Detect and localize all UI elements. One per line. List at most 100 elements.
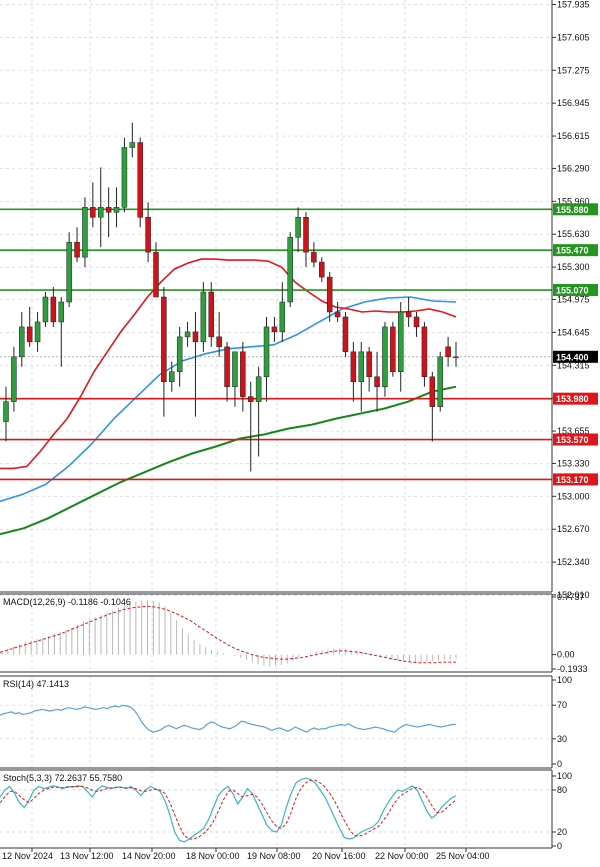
candle-bear xyxy=(303,217,309,253)
stoch-axis: 100 80 20 0 xyxy=(552,771,572,851)
price-tick-label: 152.010 xyxy=(557,590,590,600)
resistance-tag xyxy=(553,244,598,257)
price-tick-label: 155.630 xyxy=(557,229,590,239)
time-label: 19 Nov 08:00 xyxy=(247,851,301,861)
stoch-panel[interactable]: 100 80 20 0 Stoch(5,3,3) 72.2637 55.7580 xyxy=(0,771,572,851)
candle-bear xyxy=(445,346,451,358)
candle-bull xyxy=(358,351,365,382)
macd-tick-label: -0.1933 xyxy=(557,664,588,674)
price-tick-label: 153.655 xyxy=(557,426,590,436)
candle-bear xyxy=(247,396,254,402)
candle-bull xyxy=(279,301,286,333)
candle-bear xyxy=(90,207,96,218)
candle-bear xyxy=(413,316,420,328)
candle-bear xyxy=(153,251,159,298)
price-tick-label: 154.975 xyxy=(557,294,590,304)
candle-bear xyxy=(216,336,222,348)
macd-tick-label: 0.7737 xyxy=(557,592,585,602)
support-tag xyxy=(553,473,598,486)
support-tag-label: 153.980 xyxy=(556,394,589,404)
candle-bull xyxy=(66,241,72,303)
price-tick-label: 155.300 xyxy=(557,262,590,272)
macd-axis: 0.7737 0.00 -0.1933 xyxy=(552,592,588,674)
current-price-tag xyxy=(553,350,598,363)
rsi-tick-label: 30 xyxy=(557,734,567,744)
resistance-tag-label: 155.470 xyxy=(556,246,589,256)
price-panel[interactable]: 157.935 157.605 157.275 156.945 156.615 156.2… xyxy=(0,0,598,848)
candle-bear xyxy=(50,296,57,323)
candle-bull xyxy=(34,321,41,343)
candle-bear xyxy=(137,142,143,218)
candle-bear xyxy=(105,207,112,213)
price-tick-label: 153.000 xyxy=(557,491,590,501)
rsi-series xyxy=(0,704,456,733)
ma-slow-line xyxy=(0,385,457,536)
candle-bear xyxy=(271,326,278,333)
price-tick-label: 156.290 xyxy=(557,163,590,173)
panel-borders xyxy=(0,0,553,849)
candle-bull xyxy=(453,356,459,359)
time-label: 25 Nov 04:00 xyxy=(436,851,490,861)
candle-bull xyxy=(437,356,443,407)
candle-bull xyxy=(42,296,49,323)
price-tick-label: 154.315 xyxy=(557,360,590,370)
price-tick-label: 153.330 xyxy=(557,458,590,468)
macd-panel[interactable]: 0.7737 0.00 -0.1933 MACD(12,26,9) -0.1186 … xyxy=(0,592,588,674)
current-price-label: 154.400 xyxy=(556,352,589,362)
candle-bear xyxy=(240,351,246,397)
candle-bear xyxy=(374,376,380,387)
candle-bull xyxy=(113,207,120,213)
candlesticks xyxy=(3,122,459,472)
candle-bull xyxy=(169,371,175,382)
candle-bear xyxy=(311,251,317,263)
price-tick-label: 156.945 xyxy=(557,98,590,108)
candle-bull xyxy=(200,291,207,343)
support-tag xyxy=(553,433,598,446)
ma-fast-line xyxy=(0,258,457,470)
time-label: 20 Nov 16:00 xyxy=(312,851,366,861)
price-tick-label: 152.670 xyxy=(557,524,590,534)
time-label: 14 Nov 20:00 xyxy=(122,851,176,861)
support-tag xyxy=(553,392,598,405)
candle-bull xyxy=(287,236,293,303)
candle-bear xyxy=(390,326,396,373)
candle-bear xyxy=(319,261,325,278)
candle-bull xyxy=(97,207,104,218)
rsi-label: RSI(14) 47.1413 xyxy=(3,679,69,689)
time-label: 18 Nov 00:00 xyxy=(186,851,240,861)
candle-bear xyxy=(350,351,357,382)
stoch-tick-label: 20 xyxy=(557,827,567,837)
candle-bull xyxy=(255,376,262,402)
price-axis: 157.935 157.605 157.275 156.945 156.615 156.2… xyxy=(552,0,590,600)
candle-bull xyxy=(3,401,9,422)
candle-bull xyxy=(176,336,183,373)
candle-bull xyxy=(11,356,17,402)
time-axis: 12 Nov 2024 13 Nov 12:00 14 Nov 20:00 18 No… xyxy=(2,848,490,861)
candle-bear xyxy=(26,326,33,343)
rsi-tick-label: 0 xyxy=(557,759,562,769)
candle-bull xyxy=(121,147,128,208)
price-tick-label: 157.275 xyxy=(557,65,590,75)
price-tick-label: 156.615 xyxy=(557,131,590,141)
stoch-tick-label: 80 xyxy=(557,785,567,795)
candle-bear xyxy=(405,311,412,318)
stoch-label: Stoch(5,3,3) 72.2637 55.7580 xyxy=(3,773,122,783)
macd-signal xyxy=(0,605,456,664)
time-label: 22 Nov 00:00 xyxy=(375,851,429,861)
candle-bull xyxy=(184,331,191,338)
candle-bear xyxy=(366,351,372,377)
candle-bull xyxy=(263,326,270,377)
candle-bull xyxy=(19,326,25,358)
candle-bear xyxy=(342,316,349,353)
candle-bear xyxy=(145,217,151,253)
macd-signal-line xyxy=(0,605,456,664)
price-tick-label: 157.935 xyxy=(557,0,590,9)
candle-bear xyxy=(224,346,230,387)
price-tick-label: 152.340 xyxy=(557,557,590,567)
rsi-panel[interactable]: 100 70 30 0 RSI(14) 47.1413 xyxy=(0,675,572,769)
macd-tick-label: 0.00 xyxy=(557,650,575,660)
resistance-tag xyxy=(553,284,598,297)
stoch-tick-label: 0 xyxy=(557,841,562,851)
candle-bull xyxy=(129,142,136,148)
